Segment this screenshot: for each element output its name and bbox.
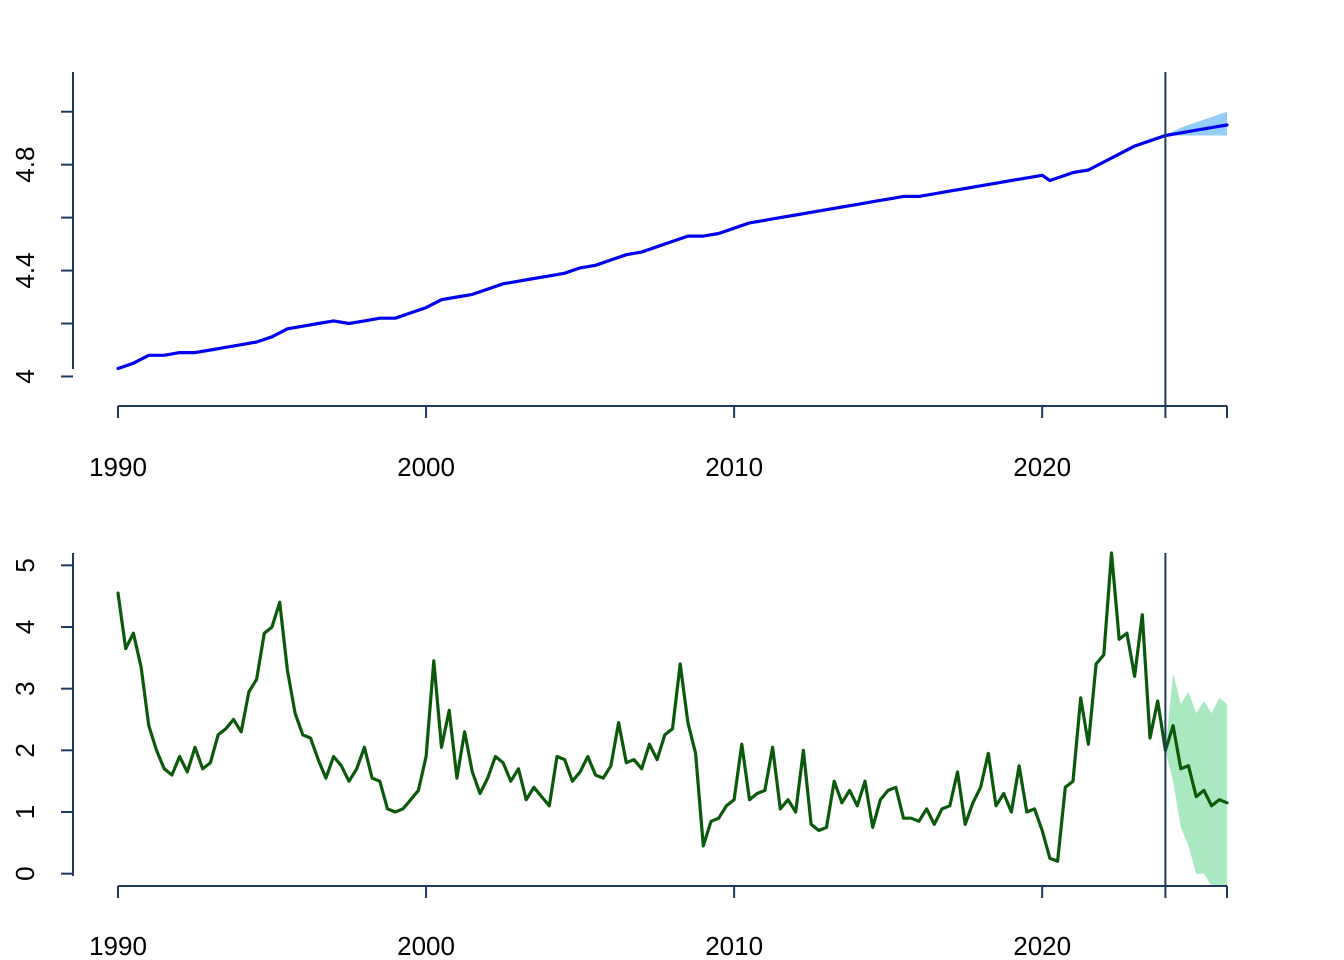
y-tick-label: 0 xyxy=(10,866,40,880)
y-tick-label: 4 xyxy=(10,620,40,634)
y-tick-label: 4.8 xyxy=(10,147,40,183)
bottom-panel: 1990 2000 2010 2020 0 1 2 3 4 5 xyxy=(10,551,1229,960)
x-tick-label: 2010 xyxy=(705,452,763,482)
y-tick-label: 3 xyxy=(10,681,40,695)
x-tick-label: 1990 xyxy=(89,452,147,482)
x-tick-label: 2000 xyxy=(397,452,455,482)
x-tick-label: 2020 xyxy=(1013,452,1071,482)
forecast-line xyxy=(1163,724,1229,808)
y-tick-label: 4 xyxy=(10,369,40,383)
x-tick-label: 2020 xyxy=(1013,931,1071,960)
y-tick-label: 2 xyxy=(10,743,40,757)
forecast-interval-band xyxy=(1165,673,1227,886)
x-tick-label: 2000 xyxy=(397,931,455,960)
forecast-interval-band xyxy=(1165,111,1227,136)
series-line xyxy=(116,133,1168,371)
x-tick-label: 2010 xyxy=(705,931,763,960)
x-tick-label: 1990 xyxy=(89,931,147,960)
y-tick-label: 4.4 xyxy=(10,252,40,288)
series-line xyxy=(116,551,1168,863)
top-panel: 1990 2000 2010 2020 4 4.4 4.8 xyxy=(10,72,1229,482)
y-tick-label: 5 xyxy=(10,558,40,572)
y-tick-label: 1 xyxy=(10,805,40,819)
forecast-line xyxy=(1163,123,1229,138)
